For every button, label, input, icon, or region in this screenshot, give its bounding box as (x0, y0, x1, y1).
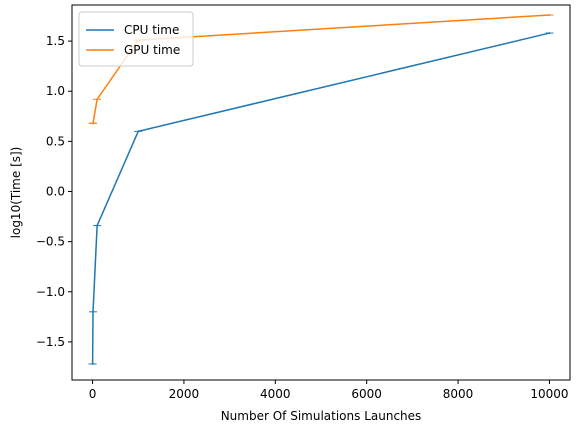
x-axis: 0 2000 4000 6000 8000 10000 (89, 380, 569, 401)
y-axis-label: log10(Time [s]) (9, 147, 23, 239)
legend-label-cpu: CPU time (124, 23, 179, 37)
legend-label-gpu: GPU time (124, 43, 180, 57)
x-tick-label: 10000 (530, 387, 568, 401)
x-tick-label: 6000 (351, 387, 382, 401)
x-axis-label: Number Of Simulations Launches (221, 409, 422, 423)
legend-box (78, 11, 194, 67)
y-tick-label: −1.0 (36, 285, 65, 299)
y-axis: −1.5 −1.0 −0.5 0.0 0.5 1.0 1.5 (36, 34, 72, 349)
y-tick-label: 0.0 (46, 184, 65, 198)
y-tick-label: −0.5 (36, 235, 65, 249)
y-tick-label: −1.5 (36, 335, 65, 349)
y-tick-label: 1.5 (46, 34, 65, 48)
legend: CPU time GPU time (78, 11, 194, 67)
x-tick-label: 0 (89, 387, 97, 401)
x-tick-label: 8000 (443, 387, 474, 401)
plot-frame (71, 4, 571, 381)
x-tick-label: 2000 (169, 387, 200, 401)
y-tick-label: 1.0 (46, 84, 65, 98)
plot-area (72, 5, 570, 380)
x-tick-label: 4000 (260, 387, 291, 401)
y-tick-label: 0.5 (46, 134, 65, 148)
